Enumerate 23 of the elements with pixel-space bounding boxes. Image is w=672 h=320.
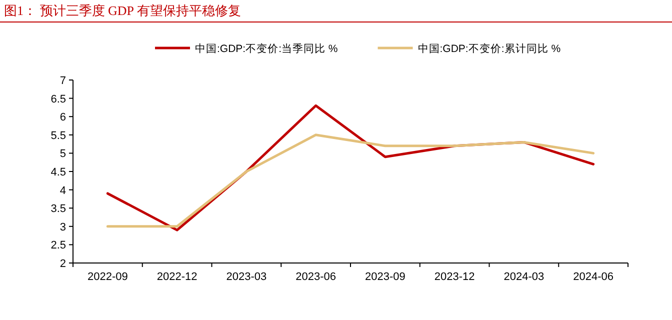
x-tick-label: 2023-12 [434,271,475,283]
y-tick-label: 6.5 [50,93,66,106]
y-tick-label: 4.5 [50,166,66,178]
y-tick-label: 4 [60,184,66,197]
legend-label: 中国:GDP:不变价:累计同比 % [418,42,561,55]
y-tick-label: 5 [60,148,66,160]
y-tick-label: 5.5 [50,130,66,142]
y-tick-label: 2 [60,258,66,270]
legend-label: 中国:GDP:不变价:当季同比 % [195,42,338,55]
x-tick-label: 2023-03 [226,271,267,283]
x-tick-label: 2023-09 [365,271,406,283]
y-tick-label: 3.5 [50,203,66,216]
y-tick-label: 2.5 [50,240,66,252]
y-tick-label: 3 [60,221,66,234]
x-tick-label: 2024-06 [573,271,614,283]
x-tick-label: 2024-03 [504,271,544,283]
line-series [106,134,595,228]
y-tick-label: 6 [60,112,66,124]
x-tick-label: 2022-09 [88,271,128,283]
x-tick-label: 2022-12 [156,271,198,283]
y-tick-label: 7 [60,75,66,87]
chart-title: 图1： 预计三季度 GDP 有望保持平稳修复 [4,3,241,18]
x-tick-label: 2023-06 [296,271,336,283]
